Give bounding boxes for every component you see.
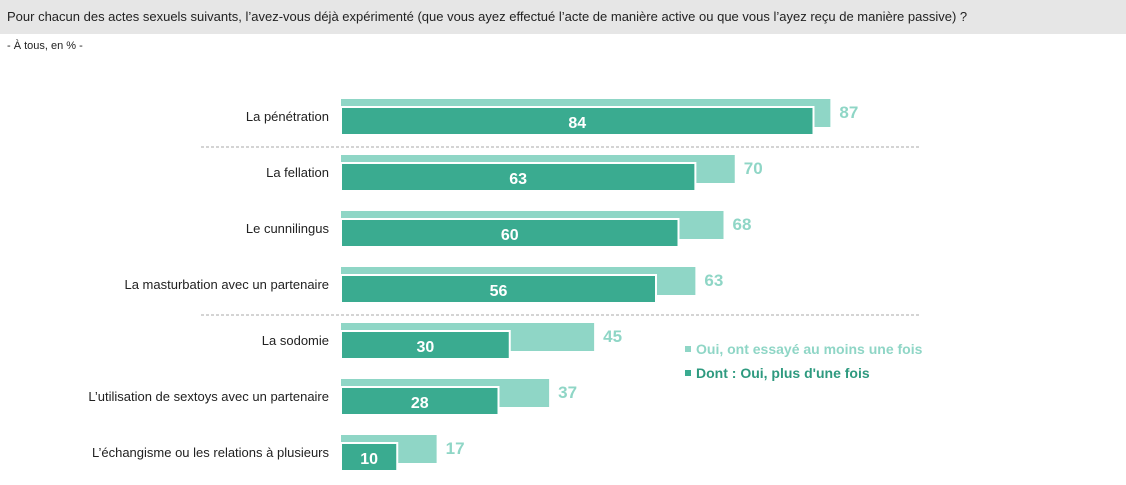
value-label-dark: 30 [416, 339, 434, 356]
legend-item-dark: Dont : Oui, plus d'une fois [685, 365, 870, 381]
category-label: La fellation [266, 165, 329, 180]
bar-dark [340, 218, 680, 248]
category-label: L’utilisation de sextoys avec un partena… [88, 389, 329, 404]
base-note: - À tous, en % - [7, 40, 83, 52]
value-label-dark: 56 [490, 283, 508, 300]
value-label-light: 37 [558, 383, 577, 402]
category-label: La masturbation avec un partenaire [124, 277, 329, 292]
legend-swatch-dark [685, 370, 691, 377]
bar-dark [340, 442, 399, 472]
bar-dark [340, 106, 815, 136]
legend-label-dark: Dont : Oui, plus d'une fois [696, 365, 870, 381]
bar-dark [340, 274, 657, 304]
category-label: L’échangisme ou les relations à plusieur… [92, 445, 330, 460]
legend-label-light: Oui, ont essayé au moins une fois [696, 341, 923, 357]
category-label: La pénétration [246, 109, 329, 124]
bar-dark [340, 330, 511, 360]
value-label-dark: 84 [568, 115, 586, 132]
legend-item-light: Oui, ont essayé au moins une fois [685, 341, 922, 357]
category-label: La sodomie [262, 333, 329, 348]
value-label-dark: 63 [509, 171, 527, 188]
value-label-light: 70 [744, 159, 763, 178]
question-header [0, 0, 1126, 34]
value-label-light: 17 [446, 439, 465, 458]
bar-dark [340, 162, 697, 192]
value-label-light: 63 [704, 271, 723, 290]
value-label-dark: 60 [501, 227, 519, 244]
value-label-dark: 28 [411, 395, 429, 412]
value-label-light: 68 [733, 215, 752, 234]
value-label-light: 45 [603, 327, 622, 346]
category-label: Le cunnilingus [246, 221, 330, 236]
value-label-dark: 10 [360, 451, 378, 468]
legend-swatch-light [685, 346, 691, 353]
value-label-light: 87 [839, 103, 858, 122]
bar-dark [340, 386, 500, 416]
question-text: Pour chacun des actes sexuels suivants, … [7, 9, 968, 24]
